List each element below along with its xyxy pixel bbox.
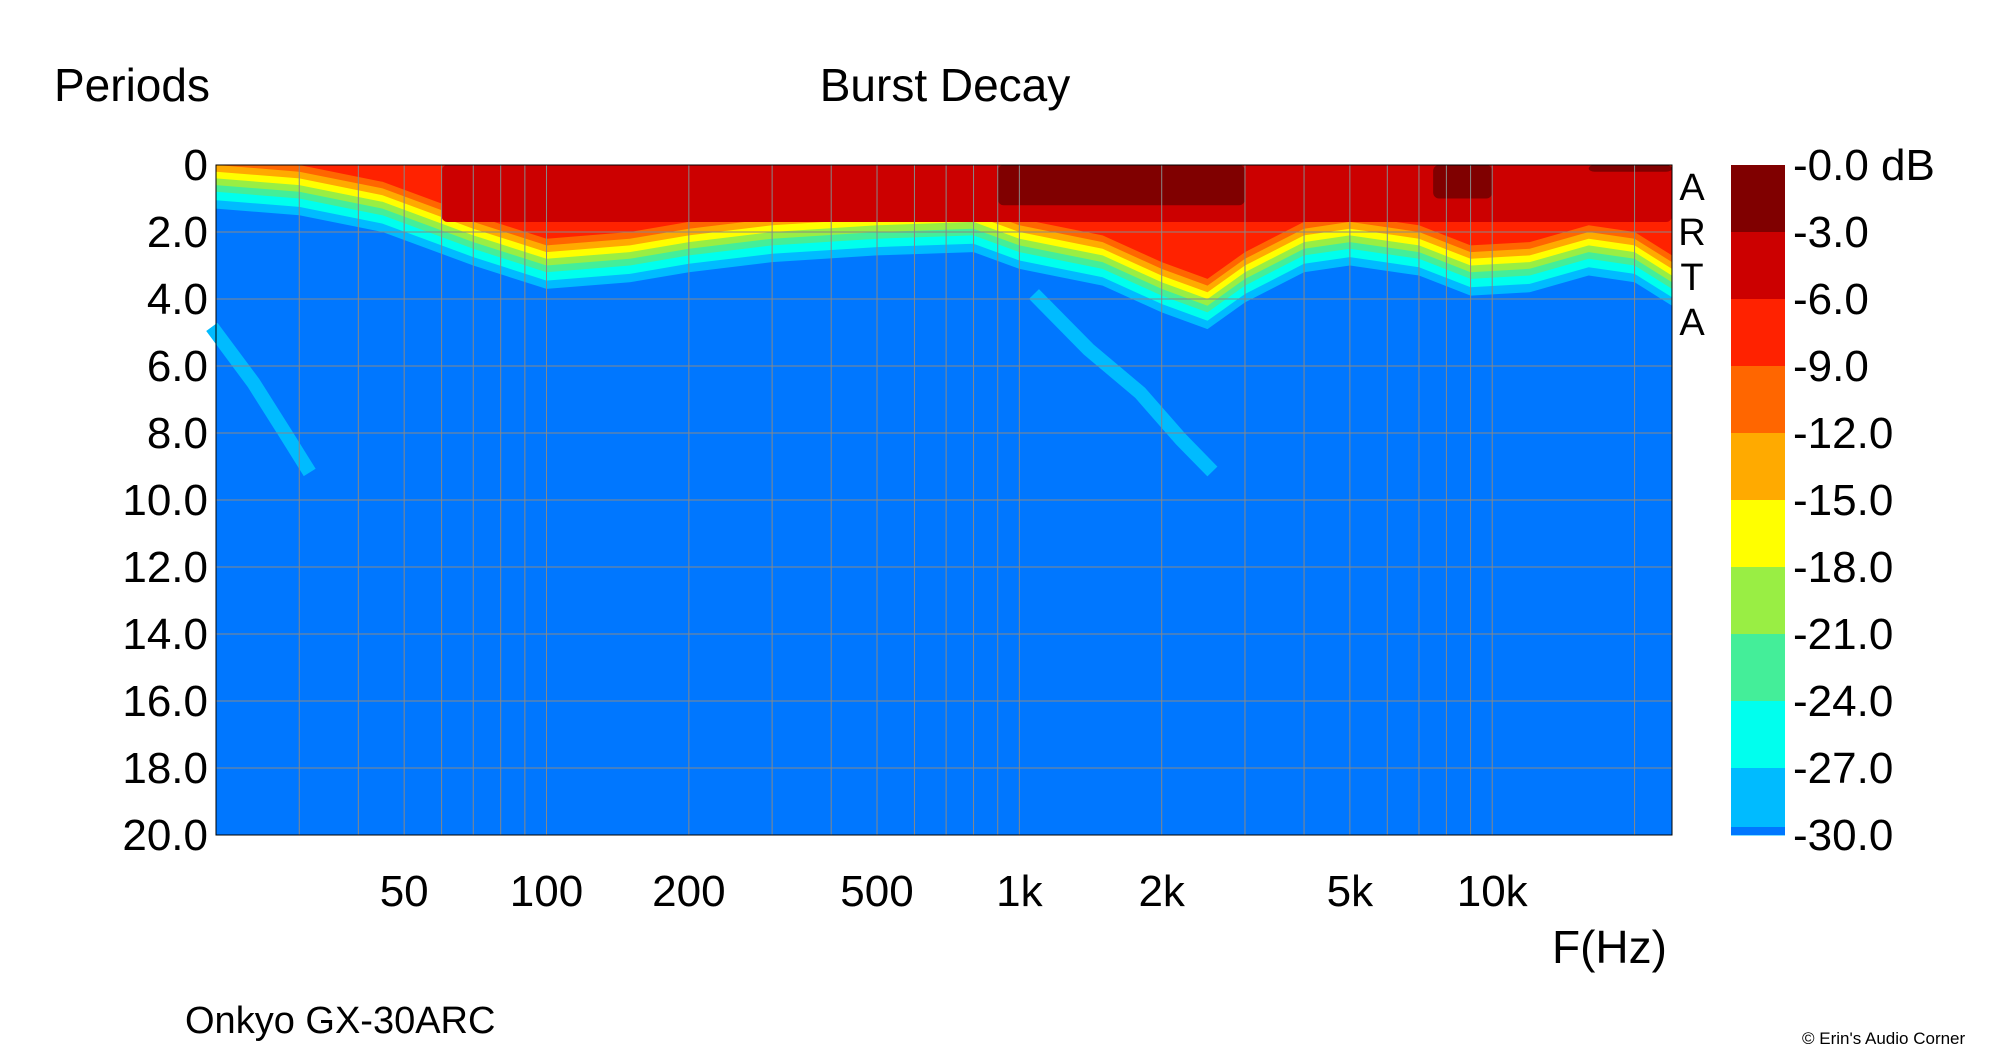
y-tick-label: 12.0	[122, 543, 208, 592]
x-tick-label: 1k	[996, 867, 1043, 916]
colorbar-label: -30.0	[1793, 811, 1893, 860]
colorbar-swatch	[1731, 165, 1785, 233]
device-name: Onkyo GX-30ARC	[185, 1000, 496, 1042]
colorbar-label: -21.0	[1793, 610, 1893, 659]
colorbar-swatch	[1731, 299, 1785, 367]
x-tick-label: 10k	[1457, 867, 1529, 916]
chart-title: Burst Decay	[819, 59, 1071, 111]
colorbar-swatch	[1731, 634, 1785, 702]
y-axis-label: Periods	[54, 59, 210, 111]
colorbar-label: -6.0	[1793, 275, 1869, 324]
resonance-trail	[206, 322, 316, 477]
colorbar-swatch	[1731, 433, 1785, 501]
y-tick-label: 20.0	[122, 811, 208, 860]
x-tick-label: 2k	[1138, 867, 1185, 916]
x-tick-label: 100	[510, 867, 583, 916]
y-tick-label: 18.0	[122, 744, 208, 793]
colorbar-label: -3.0	[1793, 208, 1869, 257]
y-tick-label: 2.0	[147, 208, 208, 257]
colorbar-label: -0.0 dB	[1793, 141, 1935, 190]
colorbar: -0.0 dB -3.0 -6.0 -9.0 -12.0 -15.0 -18.0 -21.0 -…	[1731, 141, 1935, 860]
resonance-trail	[1029, 289, 1218, 477]
colorbar-swatch	[1731, 701, 1785, 769]
y-tick-label: 14.0	[122, 610, 208, 659]
grid-lines	[216, 165, 1672, 835]
decay-region	[1433, 165, 1493, 199]
plot-frame	[215, 164, 1673, 836]
y-tick-label: 6.0	[147, 342, 208, 391]
colorbar-label: -12.0	[1793, 409, 1893, 458]
colorbar-label: -9.0	[1793, 342, 1869, 391]
x-tick-labels: 50 100 200 500 1k 2k 5k 10k	[380, 867, 1529, 916]
colorbar-label: -24.0	[1793, 677, 1893, 726]
colorbar-swatch	[1731, 567, 1785, 635]
colorbar-swatch	[1731, 827, 1785, 835]
arta-brand: A R T A	[1672, 166, 1712, 346]
y-tick-label: 0	[184, 141, 208, 190]
colorbar-swatch	[1731, 232, 1785, 300]
brand-letter: A	[1679, 302, 1705, 344]
brand-letter: R	[1678, 212, 1706, 254]
x-tick-label: 50	[380, 867, 429, 916]
y-tick-label: 8.0	[147, 409, 208, 458]
copyright-notice: © Erin's Audio Corner	[1802, 1029, 1966, 1048]
x-axis-label: F(Hz)	[1552, 921, 1667, 973]
colorbar-label: -18.0	[1793, 543, 1893, 592]
y-tick-label: 4.0	[147, 275, 208, 324]
brand-letter: A	[1679, 167, 1705, 209]
y-tick-label: 16.0	[122, 677, 208, 726]
colorbar-swatch	[1731, 768, 1785, 836]
decay-region	[997, 165, 1245, 206]
decay-region	[1588, 165, 1672, 172]
colorbar-swatch	[1731, 500, 1785, 568]
colorbar-label: -27.0	[1793, 744, 1893, 793]
colorbar-swatch	[1731, 366, 1785, 434]
x-tick-label: 200	[652, 867, 725, 916]
y-tick-labels: 0 2.0 4.0 6.0 8.0 10.0 12.0 14.0 16.0 18.0 20.0	[122, 141, 208, 860]
x-tick-label: 500	[840, 867, 913, 916]
colorbar-label: -15.0	[1793, 476, 1893, 525]
brand-letter: T	[1680, 257, 1704, 299]
y-tick-label: 10.0	[122, 476, 208, 525]
x-tick-label: 5k	[1327, 867, 1374, 916]
